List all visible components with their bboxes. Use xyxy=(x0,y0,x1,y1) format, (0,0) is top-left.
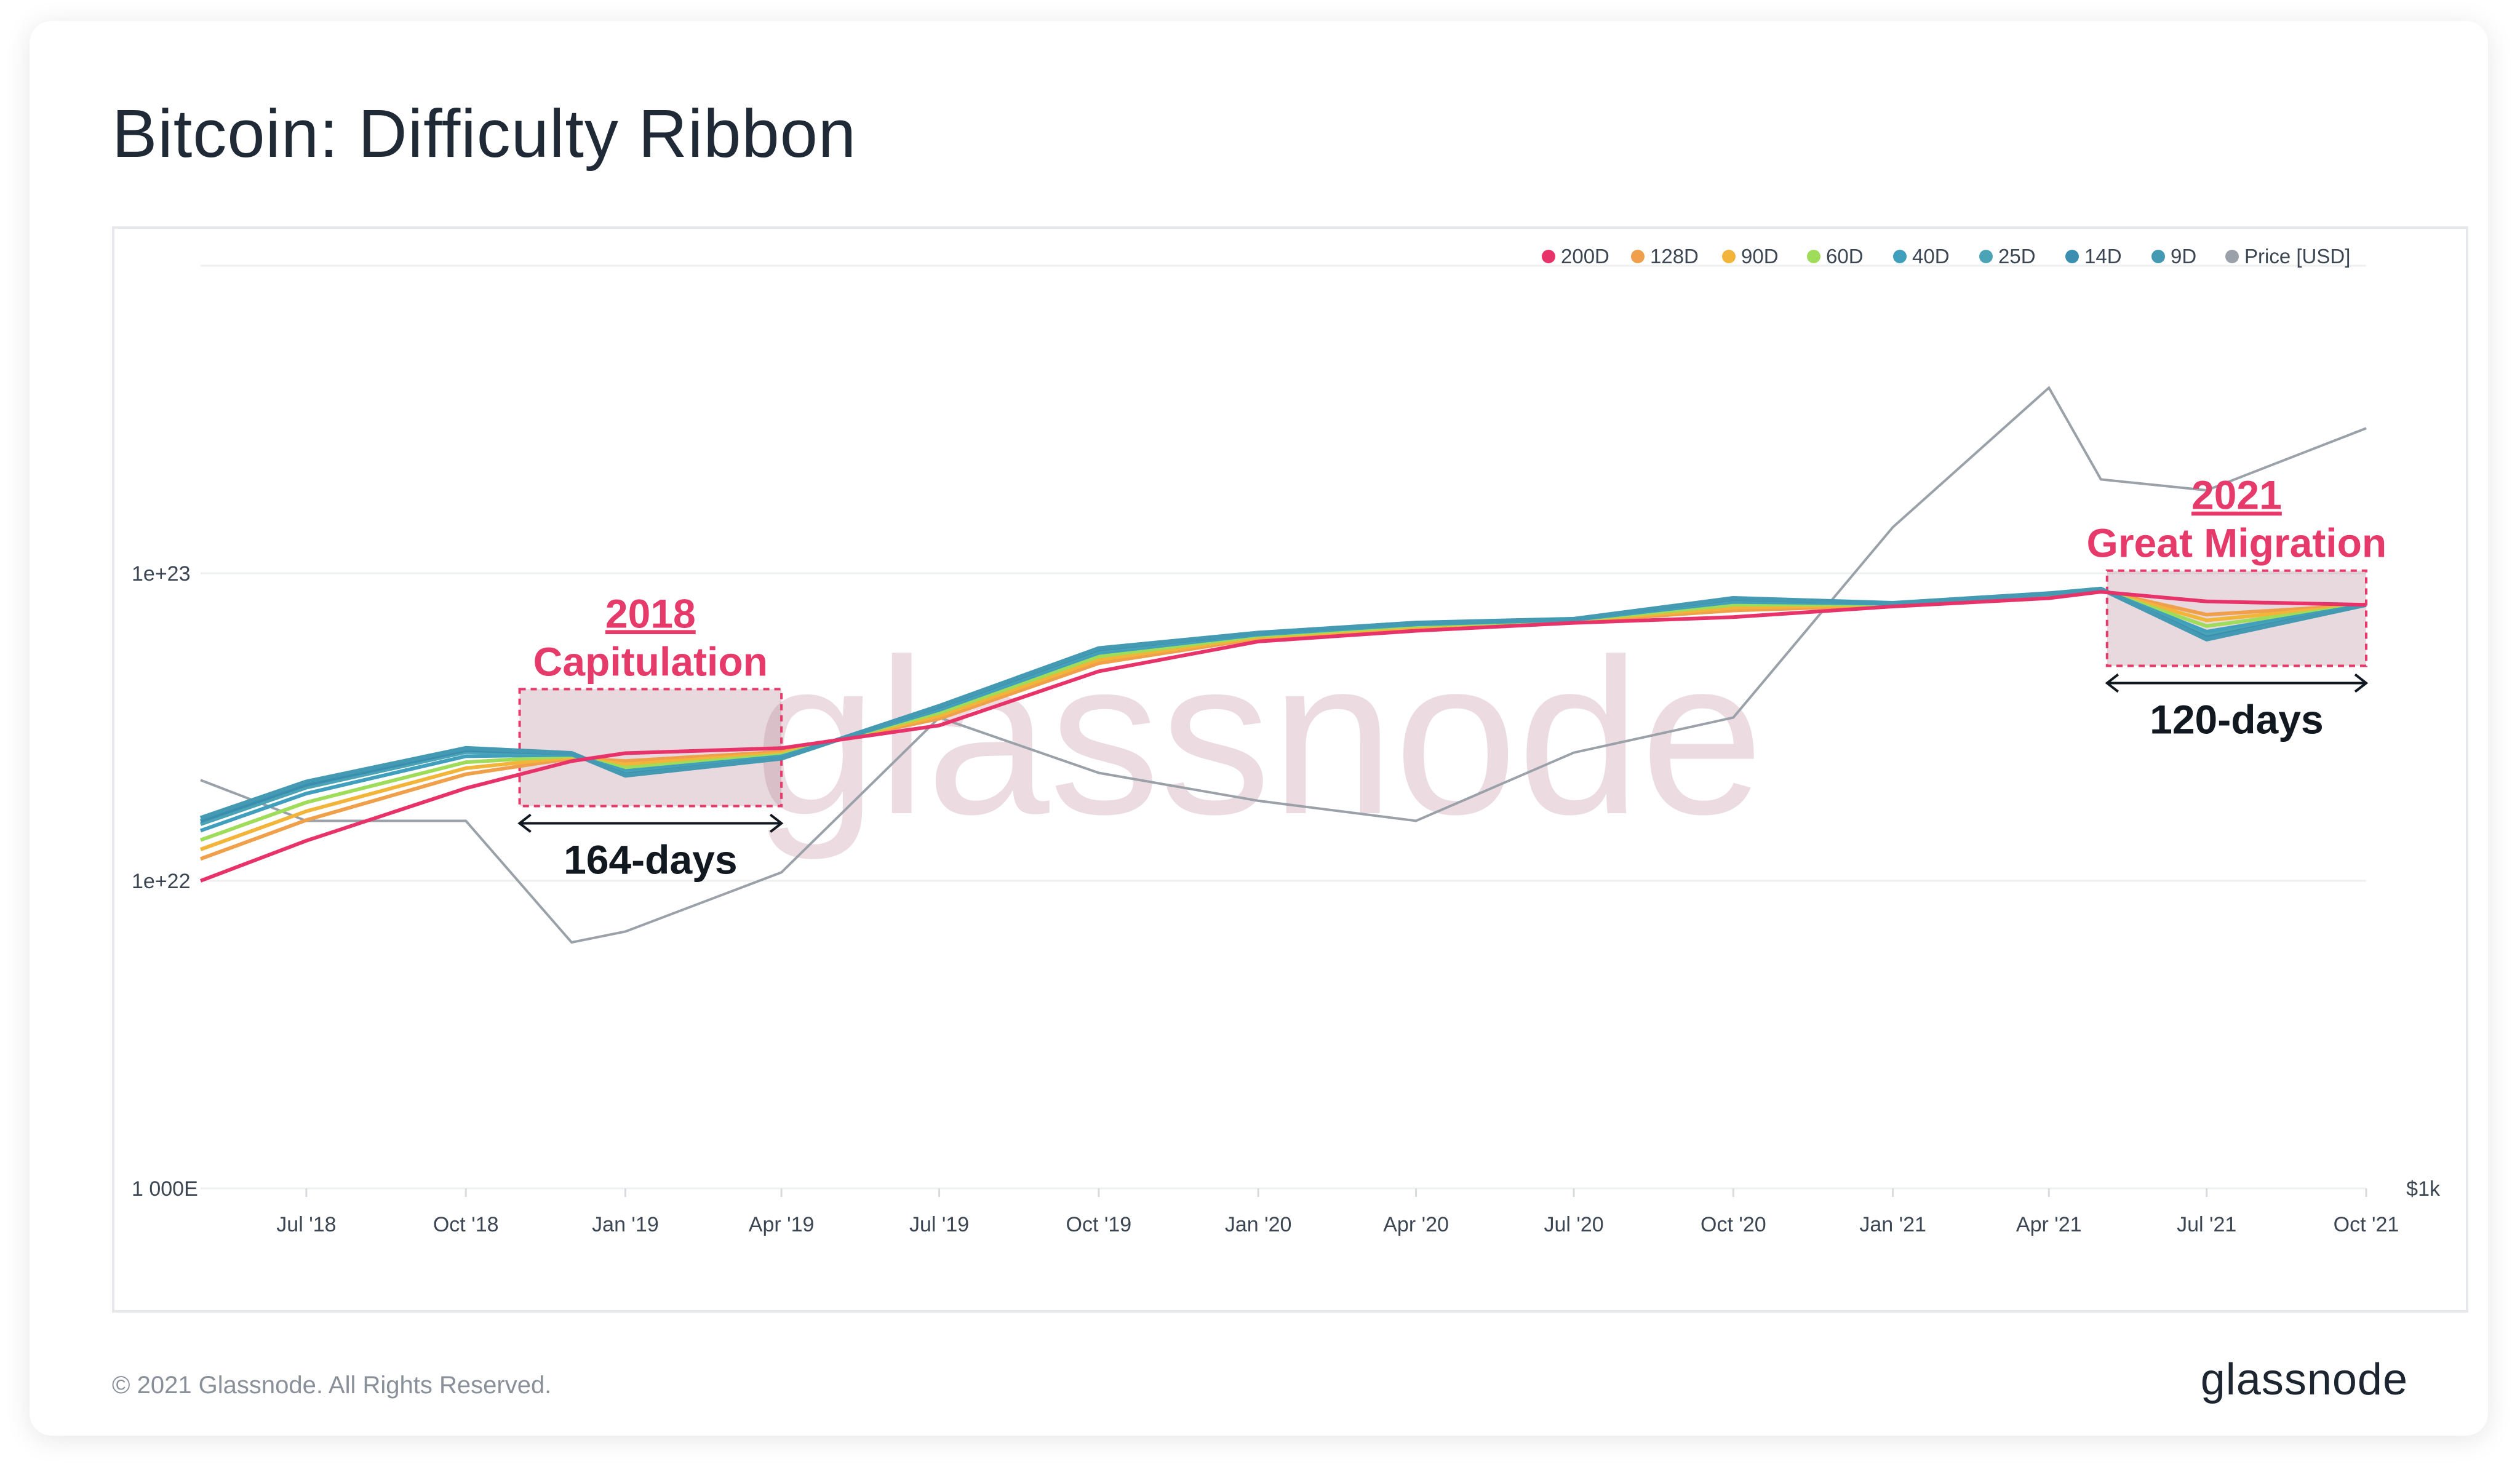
x-tick-label: Oct '19 xyxy=(1066,1213,1132,1236)
legend-label: 128D xyxy=(1650,245,1699,268)
x-tick-label: Jul '21 xyxy=(2177,1213,2236,1236)
x-tick-label: Jan '19 xyxy=(592,1213,659,1236)
legend-label: 25D xyxy=(1998,245,2036,268)
annotation-title: Great Migration xyxy=(2087,520,2387,566)
x-tick-label: Apr '20 xyxy=(1383,1213,1449,1236)
legend-marker xyxy=(1631,250,1645,263)
legend-label: 90D xyxy=(1741,245,1779,268)
y-axis-right: $1k xyxy=(2406,1177,2441,1201)
legend-marker xyxy=(1893,250,1907,263)
annotation-year: 2018 xyxy=(605,590,696,636)
x-tick-label: Apr '19 xyxy=(749,1213,815,1236)
legend-marker xyxy=(1542,250,1555,263)
series-price-usd xyxy=(200,386,2367,944)
chart-legend: 200D 128D 90D 60D 40D 25D 14D 9D Price [USD] xyxy=(1542,245,2350,268)
arrow-head-left xyxy=(2105,673,2119,693)
annotation-title: Capitulation xyxy=(533,638,768,684)
chart-card: Bitcoin: Difficulty Ribbon glassnode 1e+… xyxy=(30,21,2488,1436)
legend-label: 60D xyxy=(1826,245,1864,268)
legend-label: 40D xyxy=(1912,245,1950,268)
series-200d xyxy=(199,590,2367,883)
duration-label: 120-days xyxy=(2150,697,2324,742)
x-tick-label: Oct '18 xyxy=(433,1213,499,1236)
x-tick-label: Jul '19 xyxy=(909,1213,969,1236)
y-axis-left: 1e+23 1e+22 1 000E xyxy=(132,562,198,1201)
arrow-head-right xyxy=(2354,673,2369,693)
legend-marker xyxy=(2151,250,2165,263)
watermark-text: glassnode xyxy=(754,613,1763,862)
x-tick-label: Oct '21 xyxy=(2334,1213,2399,1236)
difficulty-ribbon-chart: glassnode 1e+23 1e+22 1 000E $1k Jul '18 Oc… xyxy=(132,245,2441,1236)
series-9d xyxy=(199,586,2367,821)
duration-label: 164-days xyxy=(564,837,738,882)
legend-marker xyxy=(2225,250,2239,263)
x-tick-label: Jul '18 xyxy=(276,1213,336,1236)
legend-label: 200D xyxy=(1561,245,1609,268)
legend-label: 9D xyxy=(2171,245,2196,268)
x-tick-label: Jan '21 xyxy=(1859,1213,1926,1236)
legend-label: Price [USD] xyxy=(2244,245,2350,268)
legend-marker xyxy=(1807,250,1820,263)
x-axis: Jul '18 Oct '18 Jan '19 Apr '19 Jul '19 Oct '… xyxy=(276,1188,2399,1236)
y-tick-label: 1e+23 xyxy=(132,562,191,586)
arrow-head-right xyxy=(769,813,784,833)
series-lines xyxy=(199,386,2367,944)
annotation-year: 2021 xyxy=(2191,472,2282,518)
copyright-text: © 2021 Glassnode. All Rights Reserved. xyxy=(112,1372,552,1399)
glassnode-logo: glassnode xyxy=(2200,1355,2408,1404)
legend-marker xyxy=(1979,250,1993,263)
y-tick-label: 1 000E xyxy=(132,1177,198,1201)
x-tick-label: Oct '20 xyxy=(1701,1213,1766,1236)
x-tick-label: Jul '20 xyxy=(1544,1213,1603,1236)
chart-panel: glassnode 1e+23 1e+22 1 000E $1k Jul '18 Oc… xyxy=(112,226,2468,1313)
x-tick-label: Jan '20 xyxy=(1225,1213,1292,1236)
grid-lines xyxy=(201,264,2366,1190)
legend-label: 14D xyxy=(2084,245,2122,268)
legend-marker xyxy=(1722,250,1736,263)
highlight-box-0 xyxy=(518,688,783,808)
x-tick-label: Apr '21 xyxy=(2016,1213,2082,1236)
page-title: Bitcoin: Difficulty Ribbon xyxy=(112,96,857,172)
annotation-boxes xyxy=(518,569,2368,808)
y-tick-label: 1e+22 xyxy=(132,870,191,893)
arrow-head-left xyxy=(517,813,532,833)
legend-marker xyxy=(2065,250,2079,263)
y-right-tick-label: $1k xyxy=(2406,1177,2441,1201)
